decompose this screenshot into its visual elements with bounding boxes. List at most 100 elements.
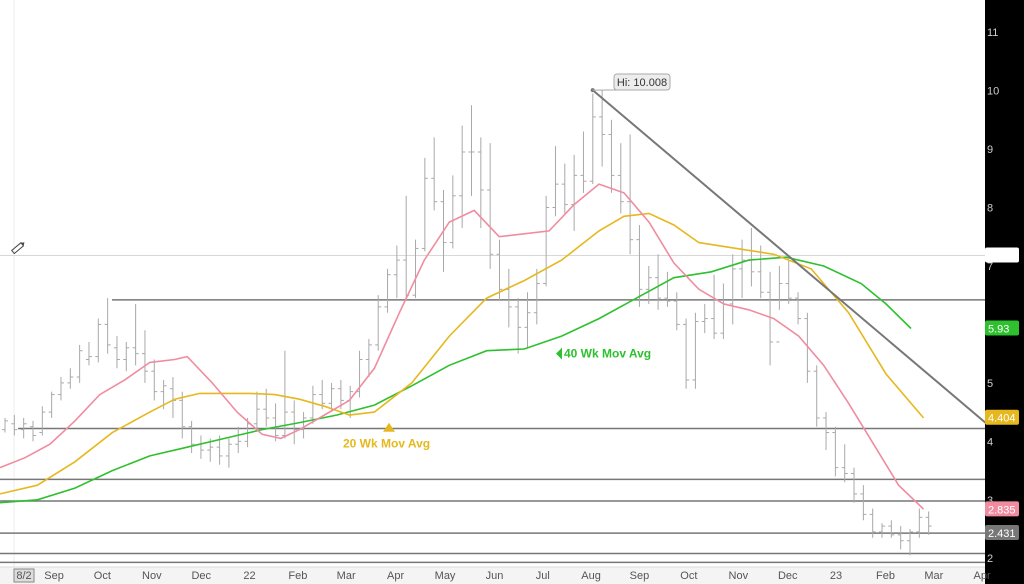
price-badge: 2.431	[985, 525, 1019, 541]
ohlc-bar	[48, 391, 55, 418]
ohlc-bar	[879, 523, 886, 538]
ohlc-bar	[300, 412, 307, 439]
ohlc-bar	[533, 268, 540, 325]
ohlc-bar	[188, 420, 195, 454]
price-badge-text: 4.404	[988, 413, 1016, 425]
x-tick-label: Sep	[44, 570, 64, 582]
x-tick-label: 23	[830, 570, 842, 582]
x-tick-label: Nov	[729, 570, 749, 582]
ohlc-bar	[711, 274, 718, 340]
ohlc-bar	[515, 298, 522, 354]
x-start-box	[13, 568, 35, 583]
ma-short-line	[0, 183, 925, 510]
ohlc-bar	[421, 157, 428, 252]
ohlc-bar	[617, 143, 624, 214]
ohlc-bar	[897, 526, 904, 550]
ohlc-bar	[645, 265, 652, 304]
x-tick-label: Jul	[536, 570, 550, 582]
price-badge-text: 7.178	[988, 251, 1016, 263]
ohlc-bar	[729, 254, 736, 325]
ohlc-bar	[123, 341, 130, 372]
ohlc-bar	[85, 341, 92, 366]
ohlc-bar	[113, 336, 120, 369]
ohlc-bar	[543, 195, 550, 287]
ohlc-bar	[412, 239, 419, 299]
ma40-line	[0, 256, 912, 504]
price-badge-bg	[985, 525, 1019, 541]
ohlc-bar	[449, 175, 456, 249]
ohlc-bar	[179, 391, 186, 439]
y-tick-label: 4	[987, 436, 993, 448]
ohlc-bar	[328, 382, 335, 413]
ohlc-bar	[767, 271, 774, 366]
ohlc-bar	[459, 125, 466, 228]
ohlc-bar	[683, 318, 690, 389]
ma40-arrow	[556, 347, 562, 360]
ohlc-bar	[477, 137, 484, 228]
ohlc-bar	[552, 146, 559, 217]
ohlc-bar	[851, 467, 858, 503]
x-tick-label: Apr	[387, 570, 404, 582]
price-badge-bg	[985, 247, 1019, 263]
ohlc-bar	[375, 295, 382, 351]
ma40-label: 40 Wk Mov Avg	[564, 347, 651, 361]
price-badge-bg	[985, 501, 1019, 517]
ohlc-bar	[580, 131, 587, 193]
ohlc-bar	[823, 412, 830, 451]
high-callout: Hi: 10.008	[617, 77, 667, 89]
ohlc-bar	[701, 303, 708, 334]
ohlc-bar	[589, 93, 596, 185]
ohlc-bar	[393, 245, 400, 299]
trendline-group	[592, 89, 1024, 457]
ohlc-bar	[636, 225, 643, 307]
ma20-label: 20 Wk Mov Avg	[343, 437, 430, 451]
ohlc-bar	[925, 511, 932, 535]
ohlc-bar	[11, 415, 18, 436]
ohlc-bar	[561, 163, 568, 214]
axis-panel	[985, 0, 1024, 584]
ohlc-bar	[627, 134, 634, 255]
x-tick-label: Oct	[94, 570, 111, 582]
ohlc-bar	[57, 377, 64, 401]
x-tick-label: Nov	[142, 570, 162, 582]
plot-background	[0, 0, 985, 584]
high-callout-box	[613, 73, 671, 91]
ohlc-bar	[309, 385, 316, 424]
ohlc-bar	[365, 339, 372, 378]
price-badges: 7.178 5.93 4.404 2.835 2.431	[985, 247, 1019, 541]
ohlc-bar	[2, 417, 8, 433]
ohlc-bar	[141, 330, 148, 383]
x-tick-label: 22	[243, 570, 255, 582]
ohlc-bar	[804, 312, 811, 383]
ohlc-bar	[785, 260, 792, 304]
ohlc-bar	[608, 119, 615, 193]
y-tick-label: 5	[987, 378, 993, 390]
price-badge: 7.178	[985, 247, 1019, 263]
ohlc-bar	[524, 292, 531, 348]
x-tick-label: Sep	[630, 570, 650, 582]
ohlc-bar	[132, 303, 139, 366]
pencil-icon[interactable]	[11, 241, 26, 255]
ohlc-bar	[29, 420, 36, 442]
ohlc-bar	[151, 359, 158, 401]
x-tick-label: Mar	[924, 570, 943, 582]
ohlc-bar	[487, 143, 494, 269]
ohlc-bar	[599, 90, 606, 167]
annotations: Hi: 10.008 40 Wk Mov Avg 20 Wk Mov Avg	[343, 73, 671, 451]
y-tick-label: 2	[987, 553, 993, 565]
x-tick-label: Mar	[337, 570, 356, 582]
x-axis-bar	[0, 567, 985, 584]
ohlc-bar	[431, 137, 438, 211]
ma20-arrow	[383, 422, 395, 432]
y-tick-label: 11	[987, 27, 998, 39]
support-lines	[0, 299, 985, 564]
ohlc-bar	[832, 426, 839, 477]
x-tick-label: Feb	[288, 570, 307, 582]
ohlc-bar	[468, 105, 475, 196]
ohlc-bar	[907, 529, 914, 556]
x-start-label: 8/2	[16, 570, 31, 582]
price-badge-text: 5.93	[988, 324, 1009, 336]
trendline	[592, 89, 1024, 457]
ohlc-bar	[916, 508, 923, 538]
ohlc-bar	[757, 245, 764, 299]
